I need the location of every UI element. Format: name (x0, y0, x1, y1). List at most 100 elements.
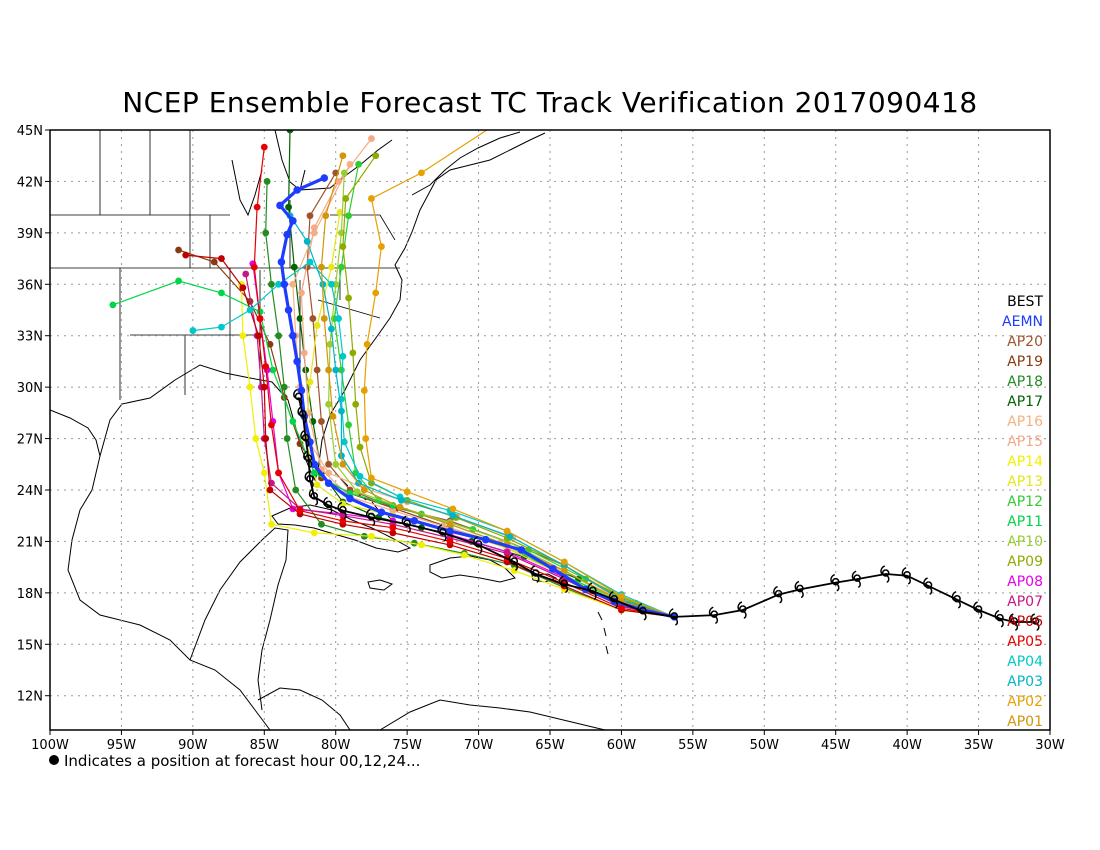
track-point (506, 532, 514, 540)
yucatan-coastline (189, 527, 289, 711)
track-point (300, 349, 308, 357)
track-point (246, 306, 254, 314)
x-tick-label: 65W (535, 738, 565, 753)
legend-entry-ap20: AP20 (1007, 334, 1043, 350)
track-point (310, 460, 319, 469)
track-point (389, 507, 397, 514)
track-point (266, 486, 274, 494)
y-tick-label: 30N (17, 381, 43, 396)
legend-entry-ap04: AP04 (1007, 654, 1043, 670)
track-point (377, 508, 386, 517)
track-point (306, 212, 314, 220)
hurricane-symbol-icon (300, 429, 310, 448)
track-point (269, 366, 277, 374)
track-line (112, 280, 675, 618)
y-tick-label: 12N (17, 690, 43, 705)
state-borders (50, 130, 400, 400)
legend-entry-ap02: AP02 (1007, 694, 1043, 710)
track-point (298, 289, 305, 297)
track-point (310, 529, 318, 537)
track-point (210, 258, 218, 266)
track-point (360, 486, 368, 494)
track-line (178, 249, 675, 618)
track-point (182, 251, 190, 259)
hurricane-symbol-icon (608, 591, 619, 609)
track-point (340, 169, 348, 177)
track-line (292, 164, 675, 618)
track-point (389, 529, 397, 537)
track-point (275, 469, 282, 477)
hurricane-symbol-icon (901, 567, 911, 585)
x-tick-label: 85W (250, 738, 280, 753)
x-tick-label: 50W (750, 738, 780, 753)
hurricane-symbol-icon (587, 582, 597, 600)
hurricane-symbol-icon (830, 573, 840, 592)
track-point (517, 546, 526, 554)
track-point (356, 443, 364, 451)
y-tick-label: 27N (17, 433, 43, 448)
legend-entry-best: BEST (1007, 294, 1043, 310)
track-point (332, 366, 340, 374)
hurricane-symbol-icon (973, 601, 983, 619)
track-point (322, 212, 330, 220)
track-point (313, 322, 321, 329)
us-gulf-coastline (50, 409, 271, 730)
hurricane-symbol-icon (708, 606, 719, 624)
track-point (283, 230, 291, 239)
x-tick-label: 40W (892, 738, 922, 753)
track-point (328, 325, 335, 333)
track-point (510, 567, 518, 574)
track-point (326, 340, 334, 348)
track-point (345, 421, 352, 429)
legend-entry-ap11: AP11 (1007, 514, 1043, 530)
track-point (378, 243, 385, 250)
track-point (372, 289, 380, 297)
hurricane-symbol-icon (304, 471, 314, 489)
track-point (320, 174, 329, 182)
track-point (353, 488, 361, 496)
track-ap10 (325, 169, 678, 621)
track-point (324, 479, 333, 487)
grid-lines (50, 130, 1050, 730)
track-point (325, 400, 332, 408)
track-point (446, 520, 454, 528)
track-point (368, 135, 375, 142)
track-point (339, 152, 347, 160)
track-ap03 (286, 212, 678, 621)
track-point (339, 500, 347, 508)
x-tick-label: 55W (678, 738, 708, 753)
track-point (368, 474, 375, 482)
track-point (372, 152, 380, 160)
track-point (263, 178, 271, 185)
track-point (328, 263, 335, 271)
track-point (297, 386, 306, 395)
legend-entry-ap05: AP05 (1007, 634, 1043, 650)
y-tick-label: 21N (17, 535, 43, 550)
track-point (239, 284, 247, 292)
legend-entry-ap01: AP01 (1007, 714, 1043, 730)
track-point (260, 143, 268, 151)
track-point (189, 327, 197, 334)
cuba-coastline (271, 504, 412, 553)
track-point (262, 435, 270, 442)
track-point (306, 258, 314, 266)
hurricane-symbol-icon (473, 536, 483, 554)
x-tick-label: 95W (107, 738, 137, 753)
hurricane-symbol-icon (637, 603, 647, 621)
track-point (275, 280, 282, 288)
legend-entry-ap10: AP10 (1007, 534, 1043, 550)
track-point (328, 280, 335, 288)
track-point (310, 224, 318, 232)
track-point (266, 340, 274, 348)
x-tick-label: 35W (964, 738, 994, 753)
track-point (418, 541, 425, 549)
track-point (289, 418, 297, 425)
track-point (246, 383, 254, 391)
y-tick-label: 33N (17, 330, 43, 345)
hurricane-symbol-icon (668, 608, 679, 626)
track-point (253, 203, 261, 211)
track-point (296, 315, 304, 322)
x-tick-label: 75W (392, 738, 422, 753)
track-ap08 (249, 260, 678, 621)
track-point (618, 592, 625, 600)
